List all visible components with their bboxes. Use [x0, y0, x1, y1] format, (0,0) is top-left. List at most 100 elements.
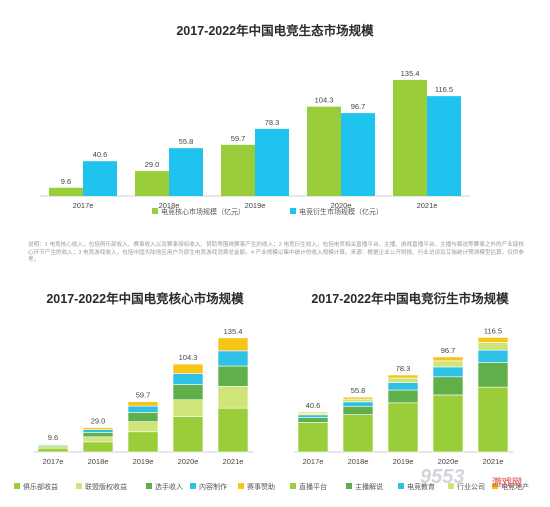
- chart-1-legend-label: 电竞衍生市场规模（亿元）: [299, 207, 383, 216]
- chart-3-legend-swatch: [290, 483, 296, 489]
- chart-3-seg-2020e-4: [432, 356, 464, 362]
- chart-2-total-label: 59.7: [136, 391, 151, 400]
- chart-1-tick-label: 2020e: [331, 201, 352, 210]
- chart-1-value-label: 40.6: [93, 150, 108, 159]
- chart-2-title: 2017-2022年中国电竞核心市场规模: [46, 292, 244, 306]
- chart-3-seg-2020e-1: [432, 376, 464, 396]
- chart-1-legend-swatch: [152, 208, 158, 214]
- chart-1-tick-label: 2019e: [245, 201, 266, 210]
- chart-3-seg-2017e-2: [297, 414, 329, 418]
- chart-2-legend-swatch: [238, 483, 244, 489]
- chart-3-seg-2019e-3: [387, 377, 419, 383]
- chart-3-total-label: 40.6: [306, 401, 321, 410]
- chart-1-tick-label: 2018e: [159, 201, 180, 210]
- chart-3-seg-2018e-2: [342, 401, 374, 407]
- chart-1-legend-swatch: [290, 208, 296, 214]
- chart-1-value-label: 116.5: [435, 85, 453, 94]
- chart-3-total-label: 96.7: [441, 346, 456, 355]
- chart-2-seg-2021e-3: [217, 350, 249, 367]
- watermark-logo: 9553: [420, 466, 465, 488]
- chart-3-seg-2021e-1: [477, 362, 509, 388]
- chart-2-seg-2018e-1: [82, 436, 114, 443]
- chart-2-seg-2018e-3: [82, 429, 114, 433]
- chart-1-bar-2017e-0: [49, 187, 83, 196]
- chart-2-seg-2020e-1: [172, 399, 204, 417]
- chart-1-value-label: 96.7: [351, 102, 366, 111]
- chart-3-seg-2021e-0: [477, 386, 509, 453]
- chart-1-value-label: 9.6: [61, 177, 71, 186]
- chart-3-seg-2020e-0: [432, 394, 464, 453]
- chart-3-seg-2018e-0: [342, 414, 374, 453]
- chart-2-seg-2020e-3: [172, 373, 204, 385]
- chart-3-seg-2019e-2: [387, 382, 419, 391]
- chart-2-total-label: 9.6: [48, 433, 58, 442]
- chart-1-value-label: 135.4: [401, 69, 420, 78]
- chart-1-title: 2017-2022年中国电竞生态市场规模: [176, 24, 374, 38]
- chart-1-value-label: 59.7: [231, 134, 246, 143]
- chart-2-seg-2020e-2: [172, 384, 204, 401]
- chart-1-value-label: 29.0: [145, 160, 160, 169]
- chart-2-seg-2019e-1: [127, 421, 159, 433]
- chart-2-tick-label: 2017e: [43, 457, 64, 466]
- chart-3-seg-2018e-4: [342, 396, 374, 400]
- chart-3-legend-label: 电竞教育: [407, 482, 435, 491]
- chart-2-total-label: 135.4: [224, 327, 243, 336]
- chart-2-legend-swatch: [190, 483, 196, 489]
- chart-3-legend-swatch: [398, 483, 404, 489]
- chart-1-bar-2018e-0: [135, 171, 169, 196]
- chart-3-legend-label: 电竞地产: [501, 482, 529, 491]
- chart-3-seg-2020e-3: [432, 360, 464, 368]
- chart-3-seg-2019e-4: [387, 374, 419, 379]
- chart-2-seg-2019e-0: [127, 431, 159, 453]
- chart-3-seg-2018e-1: [342, 405, 374, 415]
- chart-2-legend-label: 内容制作: [199, 482, 227, 491]
- chart-2-legend-label: 俱乐部收益: [23, 482, 58, 491]
- chart-2-legend-swatch: [146, 483, 152, 489]
- chart-3-seg-2017e-0: [297, 422, 329, 453]
- chart-3-seg-2021e-3: [477, 342, 509, 351]
- chart-2-legend-label: 选手收入: [155, 482, 183, 491]
- chart-2-legend-swatch: [76, 483, 82, 489]
- chart-2-tick-label: 2021e: [223, 457, 244, 466]
- chart-3-total-label: 55.8: [351, 386, 366, 395]
- chart-3-total-label: 78.3: [396, 364, 411, 373]
- chart-2-seg-2021e-2: [217, 365, 249, 387]
- chart-3-seg-2019e-0: [387, 402, 419, 453]
- chart-2-legend-swatch: [14, 483, 20, 489]
- chart-2-seg-2017e-4: [37, 443, 69, 445]
- chart-2-seg-2018e-4: [82, 427, 114, 430]
- chart-3-seg-2020e-2: [432, 366, 464, 378]
- chart-1-bar-2021e-1: [427, 96, 461, 196]
- chart-1-bar-2021e-0: [393, 79, 427, 196]
- chart-2-seg-2019e-4: [127, 401, 159, 407]
- chart-2-seg-2018e-2: [82, 432, 114, 438]
- chart-2-seg-2021e-0: [217, 407, 249, 453]
- chart-1-tick-label: 2021e: [417, 201, 438, 210]
- chart-2-tick-label: 2019e: [133, 457, 154, 466]
- chart-1-value-label: 55.8: [179, 137, 194, 146]
- chart-3-tick-label: 2017e: [303, 457, 324, 466]
- chart-3-title: 2017-2022年中国电竞衍生市场规模: [311, 292, 509, 306]
- chart-2-legend-label: 联盟版权收益: [85, 482, 127, 491]
- chart-2-seg-2017e-0: [37, 447, 69, 453]
- chart-1-bar-2018e-1: [169, 148, 203, 196]
- chart-3-tick-label: 2020e: [438, 457, 459, 466]
- chart-3-legend-label: 直播平台: [299, 482, 327, 491]
- chart-1-value-label: 78.3: [265, 118, 280, 127]
- chart-1-value-label: 104.3: [315, 96, 334, 105]
- footnote: 说明：1 电竞核心收入，包括俱乐部收入、赛事收入以及赛事授权收入、赞助等围绕赛事…: [28, 242, 524, 264]
- watermark-text: 游戏网: [492, 478, 522, 489]
- chart-1-legend-label: 电竞核心市场规模（亿元）: [161, 207, 245, 216]
- chart-1-tick-label: 2017e: [73, 201, 94, 210]
- chart-3-legend-label: 主播解说: [355, 482, 383, 491]
- chart-2-total-label: 29.0: [91, 417, 106, 426]
- chart-3-legend-swatch: [448, 483, 454, 489]
- chart-3-seg-2019e-1: [387, 389, 419, 404]
- chart-3-legend-swatch: [346, 483, 352, 489]
- chart-2-tick-label: 2020e: [178, 457, 199, 466]
- chart-3-legend-swatch: [492, 483, 498, 489]
- chart-3-legend-label: 行业公司: [457, 482, 485, 491]
- chart-3-seg-2021e-4: [477, 337, 509, 343]
- chart-3-seg-2017e-1: [297, 417, 329, 423]
